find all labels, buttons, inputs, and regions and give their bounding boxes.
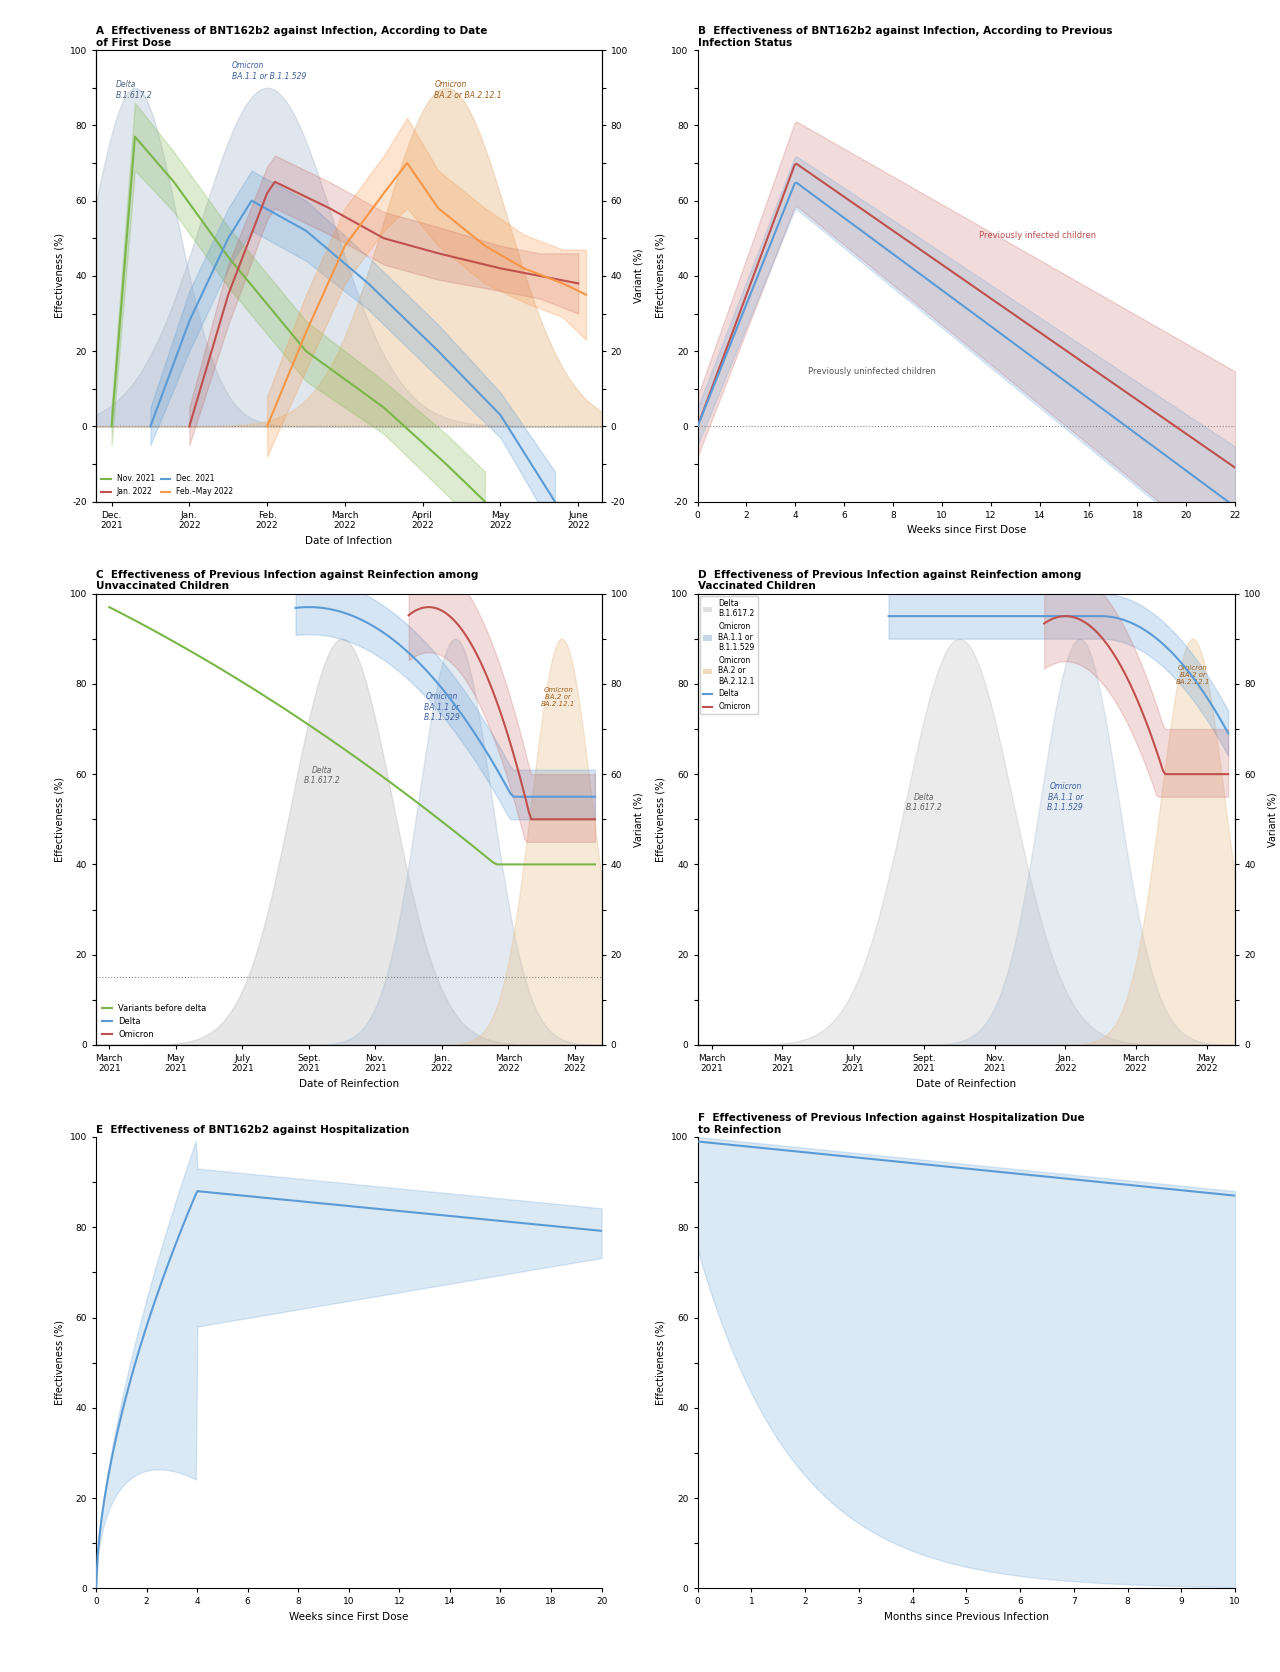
Legend: Variants before delta, Delta, Omicron: Variants before delta, Delta, Omicron [99,1000,210,1043]
X-axis label: Weeks since First Dose: Weeks since First Dose [289,1612,408,1622]
Text: F  Effectiveness of Previous Infection against Hospitalization Due
to Reinfectio: F Effectiveness of Previous Infection ag… [698,1114,1084,1135]
Text: Omicron
BA.2 or
BA.2.12.1: Omicron BA.2 or BA.2.12.1 [541,687,576,707]
X-axis label: Months since Previous Infection: Months since Previous Infection [884,1612,1048,1622]
Legend: Delta
B.1.617.2, Omicron
BA.1.1 or
B.1.1.529, Omicron
BA.2 or
BA.2.12.1, Delta, : Delta B.1.617.2, Omicron BA.1.1 or B.1.1… [700,595,758,714]
X-axis label: Date of Reinfection: Date of Reinfection [916,1078,1016,1088]
Text: Delta
B.1.617.2: Delta B.1.617.2 [115,80,152,100]
Text: E  Effectiveness of BNT162b2 against Hospitalization: E Effectiveness of BNT162b2 against Hosp… [96,1125,410,1135]
Text: Omicron
BA.1.1 or B.1.1.529: Omicron BA.1.1 or B.1.1.529 [232,62,306,80]
Text: Omicron
BA.1.1 or
B.1.1.529: Omicron BA.1.1 or B.1.1.529 [1047,782,1084,813]
Text: Previously infected children: Previously infected children [979,231,1096,241]
Text: B  Effectiveness of BNT162b2 against Infection, According to Previous
Infection : B Effectiveness of BNT162b2 against Infe… [698,27,1112,48]
Legend: Nov. 2021, Jan. 2022, Dec. 2021, Feb.–May 2022: Nov. 2021, Jan. 2022, Dec. 2021, Feb.–Ma… [99,472,237,500]
Y-axis label: Variant (%): Variant (%) [1267,793,1277,846]
X-axis label: Weeks since First Dose: Weeks since First Dose [906,525,1027,535]
Text: Delta
B.1.617.2: Delta B.1.617.2 [303,766,340,786]
Text: Delta
B.1.617.2: Delta B.1.617.2 [905,793,942,813]
Y-axis label: Effectiveness (%): Effectiveness (%) [655,234,666,318]
Text: C  Effectiveness of Previous Infection against Reinfection among
Unvaccinated Ch: C Effectiveness of Previous Infection ag… [96,570,479,592]
Y-axis label: Effectiveness (%): Effectiveness (%) [54,1321,64,1404]
Text: Previously uninfected children: Previously uninfected children [808,366,936,376]
Text: A  Effectiveness of BNT162b2 against Infection, According to Date
of First Dose: A Effectiveness of BNT162b2 against Infe… [96,27,488,48]
Text: Omicron
BA.2 or BA.2.12.1: Omicron BA.2 or BA.2.12.1 [434,80,502,100]
Text: Omicron
BA.1.1 or
B.1.1.529: Omicron BA.1.1 or B.1.1.529 [424,692,461,722]
Y-axis label: Variant (%): Variant (%) [634,793,644,846]
Text: Omicron
BA.2 or
BA.2.12.1: Omicron BA.2 or BA.2.12.1 [1175,665,1210,686]
Y-axis label: Effectiveness (%): Effectiveness (%) [655,777,666,861]
Y-axis label: Effectiveness (%): Effectiveness (%) [655,1321,666,1404]
X-axis label: Date of Infection: Date of Infection [305,535,393,545]
Y-axis label: Effectiveness (%): Effectiveness (%) [54,777,64,861]
X-axis label: Date of Reinfection: Date of Reinfection [298,1078,399,1088]
Text: D  Effectiveness of Previous Infection against Reinfection among
Vaccinated Chil: D Effectiveness of Previous Infection ag… [698,570,1082,592]
Y-axis label: Effectiveness (%): Effectiveness (%) [54,234,64,318]
Y-axis label: Variant (%): Variant (%) [634,249,644,303]
